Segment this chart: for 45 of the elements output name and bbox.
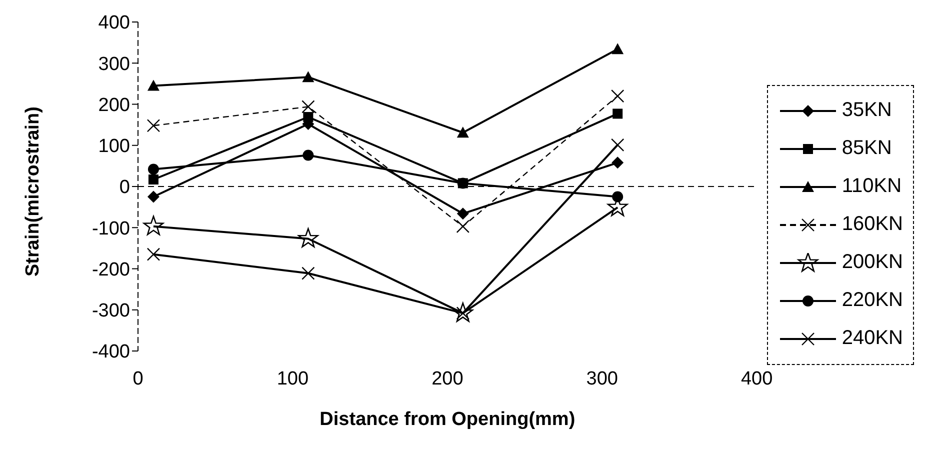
y-tick-label: 400 [98, 12, 130, 34]
x-tick-label: 100 [276, 368, 309, 390]
legend-label: 110KN [842, 175, 902, 198]
point [148, 174, 158, 185]
point [456, 220, 470, 233]
legend-label: 200KN [842, 251, 903, 274]
point [612, 156, 624, 169]
point [612, 108, 623, 119]
x-tick-label: 0 [132, 368, 144, 390]
point [298, 228, 318, 248]
y-tick-label: 0 [119, 177, 130, 198]
y-tick-label: 300 [98, 54, 130, 75]
x-tick-label: 200 [432, 368, 464, 390]
x-axis-title: Distance from Opening(mm) [320, 409, 576, 430]
point [612, 43, 624, 54]
point [303, 112, 314, 122]
point [302, 150, 314, 161]
point [612, 191, 624, 202]
point [147, 190, 160, 203]
legend-label: 220KN [842, 289, 903, 312]
point [456, 126, 469, 138]
x-tick-label: 400 [740, 368, 773, 390]
point [147, 80, 160, 91]
point [146, 119, 160, 132]
point [302, 100, 315, 114]
point [146, 248, 160, 261]
point [143, 216, 164, 236]
point [302, 71, 314, 82]
y-tick-label: -400 [92, 342, 130, 363]
y-tick-label: -300 [92, 300, 130, 322]
point [148, 164, 159, 175]
y-tick-label: -200 [92, 259, 130, 280]
point [456, 208, 469, 220]
point [611, 89, 624, 103]
y-tick-label: 100 [98, 136, 130, 158]
legend-label: 160KN [842, 213, 903, 236]
y-axis-title: Strain(microstrain) [22, 106, 44, 276]
legend-label: 240KN [842, 327, 903, 350]
legend-label: 35KN [842, 99, 892, 122]
point [302, 266, 315, 280]
y-tick-label: -100 [92, 218, 130, 240]
legend-label: 85KN [842, 137, 892, 160]
point [611, 138, 624, 152]
x-tick-label: 300 [586, 368, 618, 390]
y-tick-label: 200 [98, 94, 130, 116]
